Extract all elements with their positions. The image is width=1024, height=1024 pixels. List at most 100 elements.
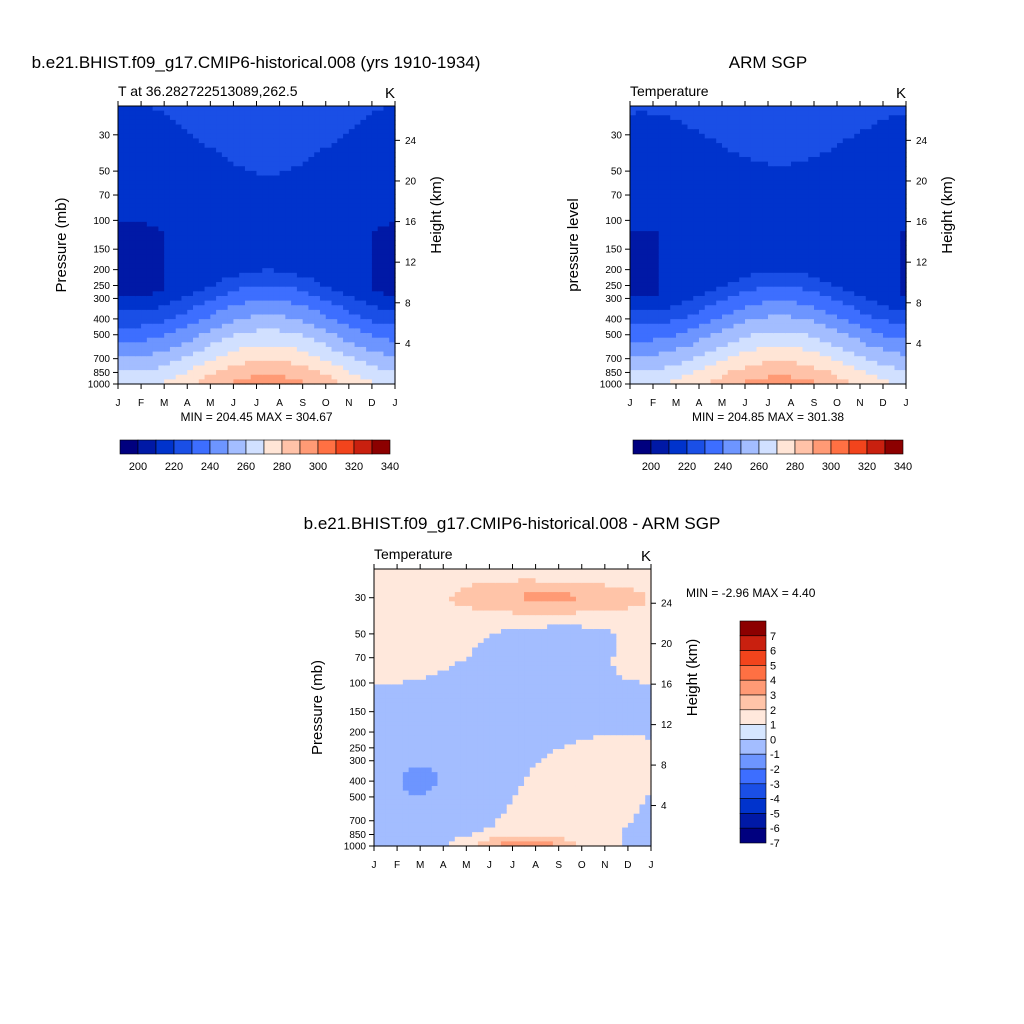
contour-cell xyxy=(193,309,200,316)
contour-cell xyxy=(198,254,206,260)
contour-cell xyxy=(296,291,304,297)
y-tick-label: 50 xyxy=(99,167,111,178)
contour-cell xyxy=(233,351,240,357)
contour-cell xyxy=(745,258,752,265)
contour-cell xyxy=(216,309,223,316)
contour-cell xyxy=(676,254,683,260)
contour-cell xyxy=(756,245,763,251)
contour-cell xyxy=(699,342,706,348)
contour-cell xyxy=(348,319,356,325)
contour-cell xyxy=(704,207,712,214)
contour-cell xyxy=(146,194,154,200)
contour-cell xyxy=(773,263,781,269)
contour-cell xyxy=(802,337,809,343)
contour-cell xyxy=(785,379,792,385)
contour-cell xyxy=(693,370,700,376)
contour-cell xyxy=(244,328,252,334)
contour-cell xyxy=(710,189,717,195)
contour-cell xyxy=(123,342,131,348)
contour-cell xyxy=(773,119,781,126)
contour-cell xyxy=(796,235,804,241)
contour-cell xyxy=(647,226,654,232)
contour-cell xyxy=(118,245,125,251)
contour-cell xyxy=(779,263,786,269)
contour-cell xyxy=(699,356,706,362)
contour-cell xyxy=(704,119,712,126)
contour-cell xyxy=(337,240,344,246)
contour-cell xyxy=(676,277,683,283)
contour-cell xyxy=(256,286,263,292)
contour-cell xyxy=(146,282,154,288)
contour-cell xyxy=(377,106,385,112)
contour-cell xyxy=(791,129,798,135)
contour-cell xyxy=(221,119,229,126)
contour-cell xyxy=(175,258,183,265)
contour-cell xyxy=(279,203,286,209)
contour-cell xyxy=(653,147,660,153)
contour-cell xyxy=(802,212,809,218)
contour-cell xyxy=(733,106,740,112)
contour-cell xyxy=(383,305,390,311)
contour-cell xyxy=(779,356,786,362)
contour-cell xyxy=(762,212,769,218)
contour-cell xyxy=(791,184,798,190)
contour-cell xyxy=(791,245,798,251)
contour-cell xyxy=(745,240,752,246)
contour-cell xyxy=(296,277,304,283)
contour-cell xyxy=(279,323,286,329)
contour-cell xyxy=(745,147,752,153)
contour-cell xyxy=(733,323,740,329)
contour-cell xyxy=(169,309,177,316)
contour-cell xyxy=(808,305,815,311)
contour-cell xyxy=(314,235,321,241)
contour-cell xyxy=(302,133,310,140)
contour-cell xyxy=(169,337,177,343)
contour-cell xyxy=(635,110,643,116)
contour-cell xyxy=(664,161,671,167)
contour-cell xyxy=(808,138,815,144)
contour-cell xyxy=(325,323,333,329)
contour-cell xyxy=(268,245,275,251)
contour-cell xyxy=(296,328,304,334)
contour-cell xyxy=(262,370,269,376)
contour-cell xyxy=(273,282,281,288)
contour-cell xyxy=(279,221,286,228)
contour-cell xyxy=(733,119,740,126)
contour-cell xyxy=(768,147,775,153)
contour-cell xyxy=(135,263,142,269)
contour-cell xyxy=(791,231,798,237)
contour-cell xyxy=(664,286,671,292)
contour-cell xyxy=(779,282,786,288)
contour-cell xyxy=(152,189,159,195)
contour-cell xyxy=(135,138,142,144)
colorbar-box xyxy=(245,439,265,455)
contour-cell xyxy=(233,258,240,265)
contour-cell xyxy=(181,365,188,371)
contour-cell xyxy=(716,356,723,362)
contour-cell xyxy=(360,156,367,163)
contour-cell xyxy=(653,346,660,353)
contour-cell xyxy=(296,305,304,311)
contour-cell xyxy=(158,147,165,153)
contour-cell xyxy=(739,295,746,302)
contour-cell xyxy=(699,351,706,357)
contour-cell xyxy=(337,323,344,329)
contour-cell xyxy=(383,346,390,353)
contour-cell xyxy=(239,138,246,144)
contour-cell xyxy=(331,110,338,116)
contour-cell xyxy=(371,365,379,371)
contour-cell xyxy=(681,129,689,135)
contour-cell xyxy=(291,314,298,320)
contour-cell xyxy=(791,286,798,292)
contour-cell xyxy=(123,138,131,144)
contour-cell xyxy=(389,110,396,116)
contour-cell xyxy=(279,119,286,126)
contour-cell xyxy=(630,198,637,204)
contour-cell xyxy=(314,203,321,209)
contour-cell xyxy=(175,374,183,380)
contour-cell xyxy=(354,152,361,158)
contour-cell xyxy=(152,152,159,158)
contour-cell xyxy=(802,189,809,195)
contour-cell xyxy=(216,143,223,149)
